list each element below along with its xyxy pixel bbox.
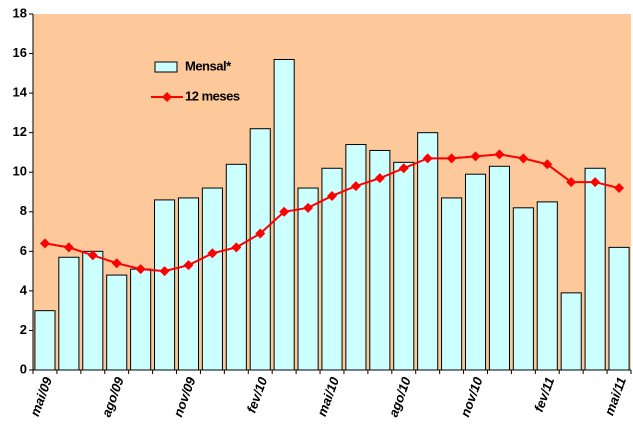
marker <box>470 151 481 162</box>
marker <box>350 181 361 192</box>
y-tick-label: 4 <box>20 282 28 297</box>
marker <box>255 228 266 239</box>
bar <box>584 167 606 371</box>
x-tick-label: ago/10 <box>386 374 414 419</box>
legend-label: Mensal* <box>185 58 232 73</box>
bar <box>34 310 56 371</box>
marker <box>614 183 625 194</box>
bar <box>417 132 439 371</box>
bar <box>369 149 391 371</box>
x-tick-label: nov/10 <box>457 374 485 419</box>
y-tick-label: 12 <box>13 124 27 139</box>
marker <box>590 177 601 188</box>
bar <box>154 199 176 371</box>
bar <box>464 173 487 371</box>
marker <box>542 159 553 170</box>
marker <box>111 258 122 269</box>
marker <box>63 242 74 253</box>
x-tick-label: mai/09 <box>27 374 55 418</box>
marker <box>303 202 314 213</box>
legend-label: 12 meses <box>185 88 240 103</box>
x-tick-label: nov/09 <box>170 374 198 419</box>
y-tick-label: 14 <box>13 85 28 100</box>
y-tick-label: 16 <box>13 45 27 60</box>
bar <box>345 144 367 371</box>
y-tick-label: 6 <box>20 243 27 258</box>
marker <box>398 163 409 174</box>
bar <box>512 207 534 371</box>
bar <box>201 187 223 371</box>
bar <box>249 128 271 371</box>
marker <box>518 153 529 164</box>
legend-swatch <box>154 61 178 73</box>
marker <box>231 242 242 253</box>
bar <box>488 165 510 371</box>
marker <box>39 238 50 249</box>
marker <box>207 248 218 259</box>
marker <box>87 250 98 261</box>
bar <box>225 163 247 371</box>
bar <box>393 161 415 371</box>
marker <box>159 266 170 277</box>
legend-marker <box>162 92 172 102</box>
bar <box>536 201 558 371</box>
marker <box>566 177 577 188</box>
y-tick-label: 8 <box>20 203 27 218</box>
y-tick-label: 0 <box>20 361 27 376</box>
x-tick-label: fev/11 <box>531 375 557 414</box>
marker <box>494 149 505 160</box>
marker <box>446 153 457 164</box>
y-tick-label: 10 <box>13 164 27 179</box>
y-tick-label: 18 <box>13 5 27 20</box>
bar <box>82 250 104 371</box>
x-tick-label: fev/10 <box>244 374 271 414</box>
marker <box>279 206 290 217</box>
bar <box>560 292 582 371</box>
bar <box>177 197 200 371</box>
bar <box>130 268 152 371</box>
bar <box>608 246 630 371</box>
marker <box>327 190 337 201</box>
marker <box>374 173 385 184</box>
x-tick-label: mai/10 <box>314 374 342 418</box>
bar <box>441 197 463 371</box>
marker <box>422 153 433 164</box>
y-tick-label: 2 <box>20 322 27 337</box>
marker <box>135 264 146 275</box>
x-tick-label: mai/11 <box>601 375 629 417</box>
x-tick-label: ago/09 <box>99 374 127 419</box>
marker <box>183 260 194 271</box>
bar <box>106 274 128 371</box>
bar <box>58 256 80 371</box>
bar <box>297 187 319 371</box>
